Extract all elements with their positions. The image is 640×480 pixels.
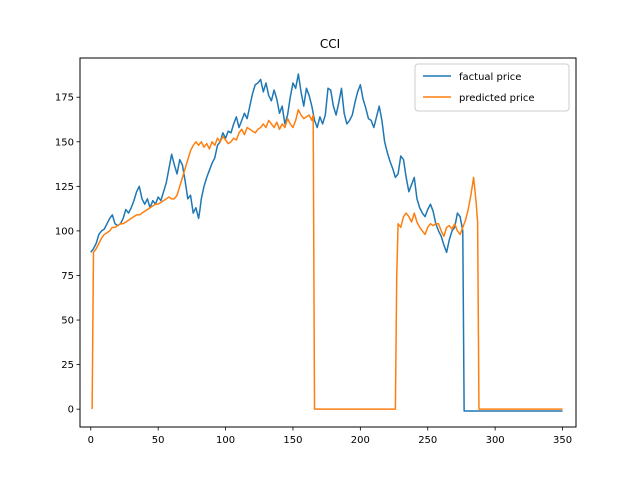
x-tick-label: 200 [351,435,370,446]
legend-frame [414,63,570,112]
series-layer [90,73,563,412]
x-tick-label: 100 [216,435,235,446]
plot-frame [79,57,577,428]
y-tick-label: 0 [68,405,74,416]
legend-label: factual price [459,72,521,83]
y-tick-label: 150 [55,137,74,148]
x-tick-label: 50 [152,435,165,446]
y-tick-label: 25 [61,360,74,371]
x-tick-label: 0 [88,435,94,446]
x-tick-label: 350 [553,435,572,446]
x-tick-label: 250 [418,435,437,446]
y-tick-label: 100 [55,226,74,237]
legend-label: predicted price [459,93,535,104]
series-line-1 [90,73,563,412]
series-line-2 [91,108,563,410]
y-tick-label: 175 [55,93,74,104]
chart-title: CCI [320,37,340,51]
y-tick-label: 75 [61,271,74,282]
x-tick-label: 150 [283,435,302,446]
y-tick-label: 125 [55,182,74,193]
y-axis: 0 25 50 75 100 125 150 175 [55,93,80,416]
y-tick-label: 50 [61,316,74,327]
x-axis: 0 50 100 150 200 250 300 350 [88,427,572,446]
legend: factual price predicted price [414,63,570,112]
x-tick-label: 300 [486,435,505,446]
